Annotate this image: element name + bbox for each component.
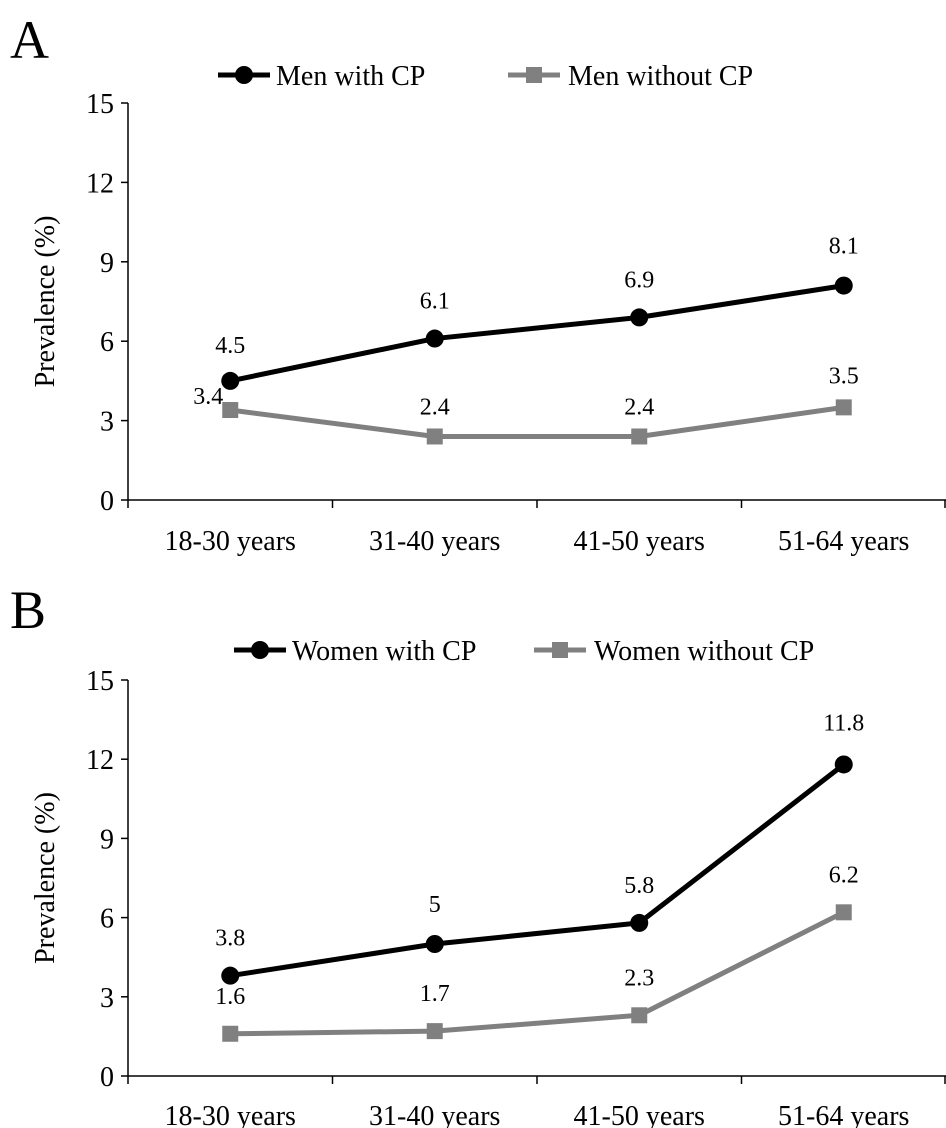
data-label: 6.9 xyxy=(624,267,654,293)
data-label: 6.1 xyxy=(420,289,450,315)
series-line xyxy=(230,910,845,1037)
data-label: 5.8 xyxy=(624,873,654,899)
x-tick-label: 31-40 years xyxy=(369,1101,500,1128)
chart-panel-b: B Women with CP Women without CP 0 3 6 9 12 15 Pr… xyxy=(10,580,946,1128)
y-axis-title: Prevalence (%) xyxy=(30,216,61,388)
x-tick-label: 41-50 years xyxy=(574,526,705,557)
series-line xyxy=(229,404,845,439)
y-tick-label: 0 xyxy=(100,486,114,517)
data-label: 2.4 xyxy=(420,394,450,420)
data-point xyxy=(222,402,239,419)
data-point xyxy=(222,1025,239,1042)
data-label: 4.5 xyxy=(215,333,245,359)
panel-label: A xyxy=(10,10,49,70)
legend-marker xyxy=(552,642,568,658)
data-label: 11.8 xyxy=(823,710,864,736)
series-line xyxy=(229,762,846,979)
data-label: 3.5 xyxy=(829,363,859,389)
series-line xyxy=(229,283,845,384)
data-label: 2.4 xyxy=(624,394,654,420)
y-tick-label: 3 xyxy=(100,983,114,1014)
data-point xyxy=(426,428,443,445)
x-tick-label: 18-30 years xyxy=(165,526,296,557)
data-point xyxy=(425,935,444,953)
y-tick-label: 9 xyxy=(100,824,114,855)
data-label: 8.1 xyxy=(829,234,859,260)
data-point xyxy=(221,371,240,390)
x-tick-label: 18-30 years xyxy=(165,1101,296,1128)
x-tick-label: 51-64 years xyxy=(778,1101,909,1128)
y-axis-title: Prevalence (%) xyxy=(30,792,61,964)
data-point xyxy=(835,904,852,921)
data-label: 5 xyxy=(429,892,441,918)
y-tick-label: 6 xyxy=(100,327,114,358)
legend-marker xyxy=(235,66,253,84)
data-point xyxy=(631,1007,648,1024)
legend-label: Men without CP xyxy=(568,61,753,92)
legend-marker xyxy=(251,641,269,659)
y-tick-label: 15 xyxy=(86,666,114,697)
panel-label: B xyxy=(10,580,46,640)
data-label: 2.3 xyxy=(624,965,654,991)
data-label: 1.7 xyxy=(420,981,450,1007)
data-point xyxy=(630,913,649,932)
data-point xyxy=(426,1023,443,1040)
data-point xyxy=(834,755,853,774)
data-point xyxy=(834,276,853,295)
x-tick-label: 51-64 years xyxy=(778,526,909,557)
legend-label: Women without CP xyxy=(594,636,814,667)
y-tick-label: 12 xyxy=(86,745,114,776)
x-tick-label: 31-40 years xyxy=(369,526,500,557)
legend-marker xyxy=(526,67,542,83)
chart-panel-a: A Men with CP Men without CP 0 3 6 9 12 15 Preval… xyxy=(10,10,946,557)
y-tick-label: 12 xyxy=(86,168,114,199)
data-point xyxy=(630,308,649,327)
data-point xyxy=(835,399,852,416)
data-point xyxy=(631,428,648,445)
y-tick-label: 9 xyxy=(100,248,114,279)
data-label: 1.6 xyxy=(215,984,245,1010)
data-label: 3.4 xyxy=(193,384,223,410)
x-tick-label: 41-50 years xyxy=(574,1101,705,1128)
data-point xyxy=(221,966,240,985)
data-label: 3.8 xyxy=(215,926,245,952)
y-tick-label: 0 xyxy=(100,1062,114,1093)
legend-label: Men with CP xyxy=(276,61,425,92)
data-point xyxy=(425,329,444,348)
y-tick-label: 3 xyxy=(100,407,114,438)
y-tick-label: 6 xyxy=(100,904,114,935)
y-tick-label: 15 xyxy=(86,89,114,120)
legend-label: Women with CP xyxy=(292,636,476,667)
data-label: 6.2 xyxy=(829,862,859,888)
